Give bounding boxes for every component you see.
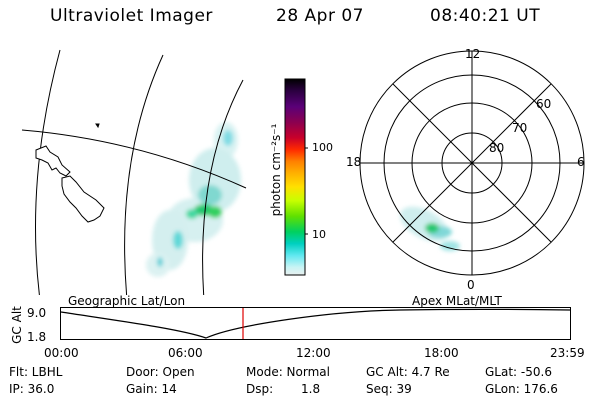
parallel-line [21, 129, 247, 189]
instrument-title: Ultraviolet Imager [50, 6, 213, 26]
glon-info: GLon: 176.6 [485, 382, 558, 396]
map-panel-label: Geographic Lat/Lon [68, 294, 186, 308]
meridian-line [202, 79, 244, 295]
observation-time: 08:40:21 UT [430, 6, 541, 26]
colorbar-tick-100: 100 [312, 141, 333, 154]
mlat-label-80: 80 [489, 141, 505, 155]
polar-aurora-emission [400, 206, 460, 251]
mlt-label-12: 12 [465, 47, 481, 61]
altitude-ytick-top: 9.0 [27, 306, 47, 320]
seq-info: Seq: 39 [366, 382, 412, 396]
altitude-strip-plot [60, 307, 571, 340]
mlat-label-70: 70 [512, 121, 528, 135]
observation-date: 28 Apr 07 [276, 6, 364, 26]
colorbar [284, 78, 308, 276]
dsp-value: 1.8 [301, 382, 321, 396]
filter-info: Flt: LBHL [9, 365, 63, 379]
altitude-axis-title: GC Alt [9, 306, 24, 344]
map-aurora-emission [146, 122, 241, 277]
gc-alt-info: GC Alt: 4.7 Re [366, 365, 450, 379]
colorbar-tick-10: 10 [312, 228, 326, 241]
dsp-label: Dsp: [246, 382, 274, 396]
coastline [61, 175, 105, 223]
meridian-line [35, 49, 61, 295]
coastline [35, 145, 71, 177]
mlt-label-18: 18 [346, 155, 362, 169]
altitude-curve [60, 308, 571, 339]
time-tick-1200: 12:00 [296, 346, 331, 360]
colorbar-unit-label: photon cm⁻²s⁻¹ [269, 123, 283, 217]
mlat-label-60: 60 [536, 97, 552, 111]
time-tick-0000: 00:00 [44, 346, 79, 360]
time-tick-2359: 23:59 [550, 346, 585, 360]
glat-info: GLat: -50.6 [485, 365, 552, 379]
mlt-label-0: 0 [467, 278, 475, 292]
mode-info: Mode: Normal [246, 365, 330, 379]
time-tick-0600: 06:00 [168, 346, 203, 360]
gain-info: Gain: 14 [126, 382, 177, 396]
mlt-label-6: 6 [577, 155, 585, 169]
meridian-line [124, 54, 164, 295]
altitude-ytick-bottom: 1.8 [27, 330, 47, 344]
ip-info: IP: 36.0 [9, 382, 55, 396]
coastline [95, 123, 100, 129]
polar-plot [359, 50, 585, 276]
time-tick-1800: 18:00 [424, 346, 459, 360]
polar-panel-label: Apex MLat/MLT [412, 294, 502, 308]
door-info: Door: Open [126, 365, 195, 379]
